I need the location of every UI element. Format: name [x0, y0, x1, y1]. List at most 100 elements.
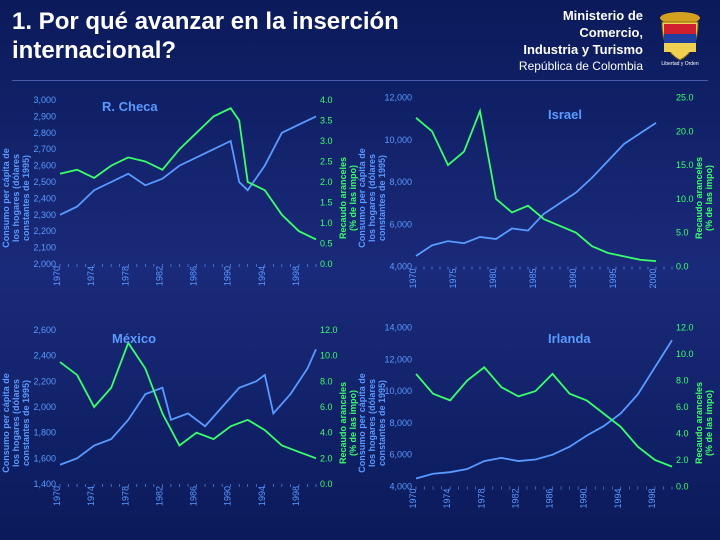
svg-text:2.0: 2.0	[320, 454, 333, 464]
svg-text:6,000: 6,000	[389, 450, 412, 460]
svg-text:4.0: 4.0	[676, 429, 689, 439]
svg-text:1,800: 1,800	[33, 428, 56, 438]
svg-text:2.0: 2.0	[320, 177, 333, 187]
svg-text:1978: 1978	[120, 266, 130, 286]
svg-text:12,000: 12,000	[384, 93, 412, 103]
svg-text:3.5: 3.5	[320, 116, 333, 126]
svg-text:1970: 1970	[408, 269, 418, 289]
svg-text:5.0: 5.0	[676, 228, 689, 238]
svg-text:1982: 1982	[154, 486, 164, 506]
svg-text:8.0: 8.0	[320, 377, 333, 387]
chart-checa: 2,0002,1002,2002,3002,4002,5002,6002,700…	[12, 87, 352, 309]
svg-text:2,900: 2,900	[33, 112, 56, 122]
svg-text:8,000: 8,000	[389, 418, 412, 428]
svg-text:2,300: 2,300	[33, 210, 56, 220]
svg-text:10.0: 10.0	[676, 349, 694, 359]
svg-text:4.0: 4.0	[320, 95, 333, 105]
svg-text:12.0: 12.0	[320, 325, 338, 335]
page-title: 1. Por qué avanzar en la inserción inter…	[12, 8, 412, 66]
svg-text:2,800: 2,800	[33, 128, 56, 138]
svg-text:1990: 1990	[579, 489, 589, 509]
header: 1. Por qué avanzar en la inserción inter…	[0, 0, 720, 78]
ministry-line2: Comercio,	[519, 25, 643, 42]
svg-text:1970: 1970	[52, 266, 62, 286]
shield-icon: Libertad y Orden	[650, 6, 710, 66]
y-right-label: Recaudo aranceles (% de las impo)	[338, 138, 358, 258]
svg-text:10.0: 10.0	[320, 351, 338, 361]
svg-text:1986: 1986	[545, 489, 555, 509]
svg-text:20.0: 20.0	[676, 127, 694, 137]
svg-text:1990: 1990	[223, 486, 233, 506]
chart-mexico: 1,4001,6001,8002,0002,2002,4002,6000.02.…	[12, 317, 352, 529]
svg-text:1982: 1982	[510, 489, 520, 509]
svg-text:2,200: 2,200	[33, 226, 56, 236]
svg-text:2,600: 2,600	[33, 325, 56, 335]
svg-text:1994: 1994	[613, 489, 623, 509]
svg-text:4.0: 4.0	[320, 428, 333, 438]
y-right-label: Recaudo aranceles (% de las impo)	[694, 138, 714, 258]
svg-text:2,500: 2,500	[33, 177, 56, 187]
svg-text:1986: 1986	[189, 486, 199, 506]
svg-text:2,200: 2,200	[33, 377, 56, 387]
svg-text:1998: 1998	[647, 489, 657, 509]
svg-text:0.0: 0.0	[676, 482, 689, 492]
svg-text:1994: 1994	[257, 486, 267, 506]
svg-text:1978: 1978	[476, 489, 486, 509]
chart-israel: 4,0006,0008,00010,00012,0000.05.010.015.…	[368, 87, 708, 309]
svg-text:10,000: 10,000	[384, 386, 412, 396]
svg-text:6,000: 6,000	[389, 220, 412, 230]
svg-text:1986: 1986	[189, 266, 199, 286]
svg-text:25.0: 25.0	[676, 93, 694, 103]
svg-text:1974: 1974	[86, 266, 96, 286]
svg-text:1975: 1975	[448, 269, 458, 289]
svg-text:6.0: 6.0	[676, 402, 689, 412]
svg-text:1970: 1970	[52, 486, 62, 506]
svg-text:Libertad y Orden: Libertad y Orden	[661, 61, 698, 66]
svg-text:2,700: 2,700	[33, 144, 56, 154]
svg-text:1974: 1974	[86, 486, 96, 506]
svg-text:10.0: 10.0	[676, 194, 694, 204]
svg-text:2,400: 2,400	[33, 194, 56, 204]
divider	[12, 80, 708, 81]
ministry-sub: República de Colombia	[519, 59, 643, 75]
ministry-line3: Industria y Turismo	[519, 42, 643, 59]
svg-text:1970: 1970	[408, 489, 418, 509]
svg-text:1994: 1994	[257, 266, 267, 286]
svg-text:0.5: 0.5	[320, 239, 333, 249]
svg-text:2.5: 2.5	[320, 157, 333, 167]
svg-text:1982: 1982	[154, 266, 164, 286]
y-right-label: Recaudo aranceles (% de las impo)	[694, 363, 714, 483]
svg-text:2.0: 2.0	[676, 455, 689, 465]
svg-text:6.0: 6.0	[320, 402, 333, 412]
svg-text:3,000: 3,000	[33, 95, 56, 105]
svg-text:1985: 1985	[528, 269, 538, 289]
svg-text:0.0: 0.0	[320, 259, 333, 269]
svg-text:12,000: 12,000	[384, 355, 412, 365]
y-right-label: Recaudo aranceles (% de las impo)	[338, 363, 358, 483]
svg-text:1.5: 1.5	[320, 198, 333, 208]
svg-text:1990: 1990	[223, 266, 233, 286]
y-left-label: Consumo per cápita de los hogares (dólar…	[357, 128, 387, 268]
svg-text:1.0: 1.0	[320, 218, 333, 228]
svg-text:1974: 1974	[442, 489, 452, 509]
svg-text:1998: 1998	[291, 486, 301, 506]
y-left-label: Consumo per cápita de los hogares (dólar…	[357, 353, 387, 493]
y-left-label: Consumo per cápita de los hogares (dólar…	[1, 128, 31, 268]
svg-text:2,000: 2,000	[33, 402, 56, 412]
svg-text:15.0: 15.0	[676, 160, 694, 170]
ministry-text: Ministerio de Comercio, Industria y Turi…	[519, 8, 643, 74]
ministry-line1: Ministerio de	[519, 8, 643, 25]
y-left-label: Consumo per cápita de los hogares (dólar…	[1, 353, 31, 493]
svg-text:2,400: 2,400	[33, 351, 56, 361]
country-label-mexico: México	[112, 331, 156, 346]
chart-irlanda: 4,0006,0008,00010,00012,00014,0000.02.04…	[368, 317, 708, 529]
svg-text:8,000: 8,000	[389, 177, 412, 187]
country-label-israel: Israel	[548, 107, 582, 122]
svg-text:12.0: 12.0	[676, 323, 694, 333]
svg-text:1998: 1998	[291, 266, 301, 286]
svg-text:3.0: 3.0	[320, 136, 333, 146]
svg-text:1978: 1978	[120, 486, 130, 506]
svg-text:0.0: 0.0	[676, 262, 689, 272]
svg-text:2000: 2000	[648, 269, 658, 289]
svg-text:1990: 1990	[568, 269, 578, 289]
